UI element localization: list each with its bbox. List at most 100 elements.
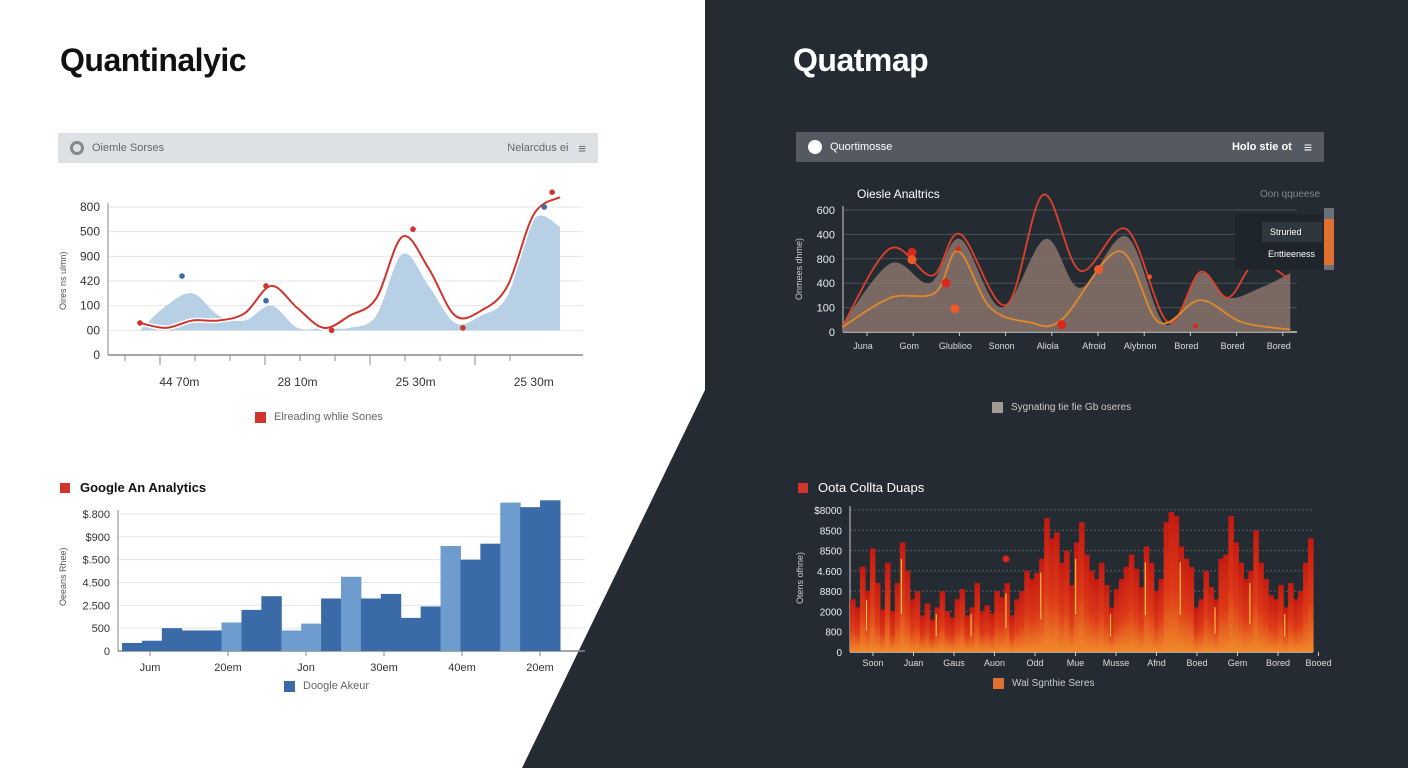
y-tick-label: 600 — [817, 205, 835, 217]
bar — [1183, 558, 1190, 652]
x-tick-label: Booed — [1305, 658, 1331, 668]
y-axis-label: Onmees dhme) — [794, 237, 804, 300]
red-square-icon — [60, 482, 70, 493]
bar — [1138, 587, 1145, 652]
y-tick-label: 2000 — [820, 607, 843, 618]
x-tick-label: Odd — [1026, 658, 1043, 668]
bar — [1223, 554, 1229, 652]
refresh-icon[interactable] — [70, 141, 84, 155]
data-point — [328, 327, 335, 334]
data-point — [263, 283, 269, 289]
bar — [122, 643, 143, 651]
bar — [1278, 585, 1284, 652]
bar — [1014, 599, 1020, 652]
bar — [1113, 589, 1120, 652]
data-point — [410, 226, 416, 232]
highlight-bar — [1284, 614, 1286, 637]
x-tick-label: Gem — [1228, 658, 1248, 668]
right-filter-label[interactable]: Holo stie ot — [1231, 141, 1292, 153]
scrollbar[interactable] — [1324, 208, 1334, 270]
x-tick-label: Bored — [1266, 658, 1290, 668]
bar — [979, 611, 986, 652]
y-tick-label: 100 — [817, 303, 835, 315]
data-point — [1057, 320, 1067, 330]
left-source-label[interactable]: Oiemle Sorses — [92, 142, 165, 154]
bar — [1283, 607, 1289, 652]
x-tick-label: 20em — [214, 662, 242, 674]
x-tick-label: Aliola — [1037, 341, 1059, 351]
y-tick-label: 400 — [817, 278, 835, 290]
bar — [1098, 562, 1105, 652]
dropdown-label[interactable]: Oon qqueese — [1260, 189, 1321, 200]
x-tick-label: 25 30m — [514, 375, 554, 389]
x-tick-label: 20em — [526, 662, 554, 674]
legend-label: Elreading whlie Sones — [274, 411, 383, 423]
bar — [161, 628, 183, 651]
bar — [1288, 583, 1294, 652]
x-tick-label: Alybnon — [1124, 341, 1157, 351]
area-series — [140, 215, 560, 331]
bar — [1143, 546, 1150, 652]
right-app-title: Quatmap — [793, 42, 929, 78]
y-tick-label: 400 — [817, 229, 835, 241]
bar — [1213, 599, 1220, 652]
bar — [1218, 558, 1224, 652]
bar — [879, 609, 886, 652]
highlight-bar — [1179, 562, 1181, 616]
x-tick-label: Jum — [140, 662, 161, 674]
dropdown-item-entities[interactable]: Enttieeness — [1268, 249, 1316, 259]
right-source-label[interactable]: Quortimosse — [830, 141, 893, 153]
legend-swatch — [993, 678, 1004, 689]
bar — [500, 502, 521, 651]
bar — [1163, 522, 1170, 652]
data-point — [1193, 323, 1199, 329]
bar — [864, 591, 871, 652]
bar — [241, 609, 262, 651]
bar — [1303, 562, 1309, 652]
highlight-bar — [1249, 583, 1251, 624]
highlight-bar — [970, 614, 972, 637]
bar — [1019, 591, 1025, 652]
bottom-right-chart-title: Oota Collta Duaps — [798, 480, 924, 495]
legend-swatch — [255, 411, 266, 423]
data-point — [549, 189, 555, 195]
x-tick-label: Jon — [297, 662, 315, 674]
bar — [1059, 562, 1065, 652]
x-tick-label: Auon — [984, 658, 1005, 668]
y-tick-label: 800 — [825, 628, 842, 639]
bar — [1263, 578, 1269, 652]
bar — [440, 545, 461, 651]
x-tick-label: 44 70m — [159, 375, 199, 389]
bar — [460, 559, 481, 651]
bar — [141, 640, 163, 651]
bar — [1193, 607, 1200, 652]
scrollbar-thumb[interactable] — [1324, 219, 1334, 265]
bar — [1258, 562, 1264, 652]
bar — [1233, 542, 1239, 652]
bar — [1238, 562, 1244, 652]
x-tick-label: 40em — [448, 662, 476, 674]
bar — [949, 617, 956, 652]
hamburger-icon[interactable]: ≡ — [578, 140, 586, 156]
legend-top-left: Elreading whlie Sones — [255, 411, 383, 423]
bar — [520, 507, 541, 651]
x-tick-label: Gom — [899, 341, 919, 351]
bar — [1103, 585, 1110, 652]
globe-icon[interactable] — [808, 140, 822, 154]
legend-label: Sygnating tie fie Gb oseres — [1011, 402, 1132, 413]
highlight-bar — [1040, 572, 1042, 620]
bar — [1188, 566, 1195, 652]
top-right-chart-title: Oiesle Analtrics — [857, 187, 940, 201]
data-point — [950, 304, 960, 314]
hamburger-icon[interactable]: ≡ — [1303, 139, 1312, 155]
y-axis-label: Oires ns ulmn) — [58, 251, 68, 310]
bar — [380, 593, 402, 651]
x-tick-label: Soon — [862, 658, 883, 668]
dropdown-item-structured[interactable]: Struried — [1262, 222, 1322, 242]
line-series-red — [841, 193, 1289, 328]
legend-top-right: Sygnating tie fie Gb oseres — [992, 402, 1131, 413]
bar — [1123, 566, 1130, 652]
left-filter-label[interactable]: Nelarcdus ei — [507, 142, 569, 154]
bar — [854, 607, 861, 652]
bar — [1243, 578, 1249, 652]
